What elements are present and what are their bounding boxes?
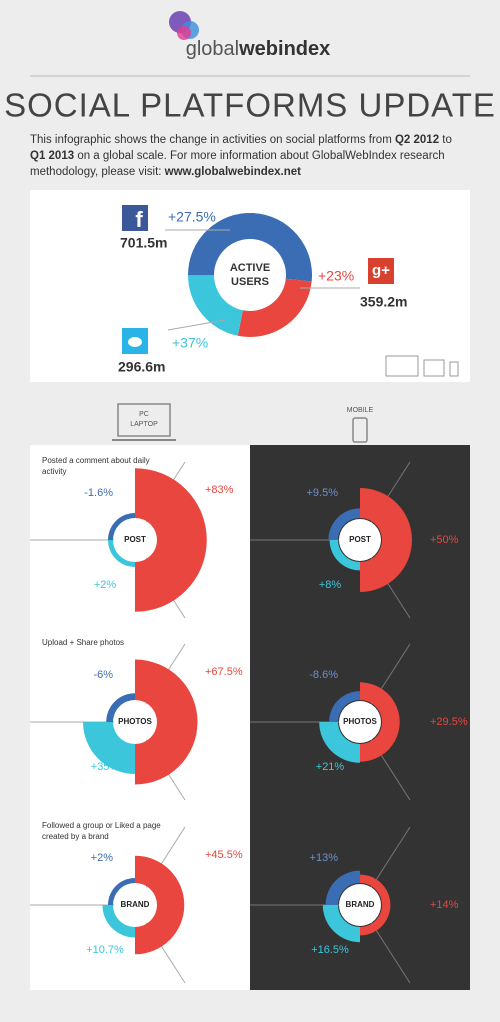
blue-arc (108, 513, 135, 540)
cyan-label: +21% (316, 761, 345, 773)
blue-label: -1.6% (84, 487, 113, 499)
device-label: LAPTOP (130, 421, 158, 428)
laptop-icon (385, 355, 419, 377)
cyan-arc (322, 905, 360, 943)
chart-center (114, 884, 156, 926)
platform-growth: +37% (172, 335, 208, 351)
platform-growth: +27.5% (168, 209, 216, 225)
title: SOCIAL PLATFORMS UPDATE (4, 87, 496, 124)
cyan-arc (83, 722, 135, 774)
intro-bold: Q1 2013 (30, 150, 75, 162)
red-label: +29.5% (430, 716, 468, 728)
cyan-label: +8% (319, 579, 342, 591)
blue-arc (325, 870, 360, 905)
tablet-icon (423, 359, 445, 377)
blue-label: +9.5% (307, 487, 339, 499)
icon-glyph (128, 337, 142, 347)
chart-center (114, 519, 156, 561)
red-arc (135, 855, 185, 955)
blue-arc (106, 693, 135, 722)
chart-center (339, 884, 381, 926)
red-arc (360, 682, 400, 762)
chart-center (114, 701, 156, 743)
red-label: +45.5% (205, 849, 243, 861)
logo-bold: webindex (238, 38, 330, 60)
chart-center (339, 701, 381, 743)
device-label: MOBILE (347, 407, 374, 414)
icon-glyph: g+ (372, 262, 390, 279)
red-label: +83% (205, 484, 234, 496)
blue-label: -6% (93, 669, 113, 681)
platform-users: 359.2m (360, 294, 407, 310)
icon-glyph: f (135, 207, 143, 232)
activity-label: BRAND (346, 900, 375, 909)
activity-label: PHOTOS (343, 717, 377, 726)
activity-label: POST (349, 535, 371, 544)
intro-text: to (439, 134, 452, 146)
logo-light: global (186, 38, 239, 60)
red-arc (360, 874, 391, 936)
cyan-arc (108, 540, 135, 567)
red-arc (360, 488, 412, 592)
connector (167, 319, 226, 331)
device-label: PC (139, 411, 149, 418)
logo: globalwebindex (186, 38, 331, 60)
intro-text: This infographic shows the change in act… (30, 134, 395, 146)
blue-label: +2% (91, 852, 114, 864)
mobile-icon (352, 417, 368, 443)
platform-users: 701.5m (120, 235, 167, 251)
pc-icon (117, 403, 171, 437)
intro-text: on a global scale. For more information … (30, 150, 445, 178)
red-arc (135, 659, 198, 785)
red-arc (135, 468, 207, 612)
facebook-icon (122, 205, 148, 231)
platform-growth: +23% (318, 268, 354, 284)
donut-label: USERS (231, 276, 269, 288)
activity-caption: Followed a group or Liked a page created… (42, 821, 161, 841)
platform-users: 296.6m (118, 359, 165, 375)
activity-caption: Upload + Share photos (42, 638, 125, 647)
activity-label: PHOTOS (118, 717, 152, 726)
users-segment (237, 278, 312, 337)
donut-label: ACTIVE (230, 262, 270, 274)
intro-link: www.globalwebindex.net (164, 166, 301, 178)
logo-circle (177, 26, 191, 40)
cyan-arc (319, 722, 360, 763)
cyan-label: +2% (94, 579, 117, 591)
blue-label: +13% (310, 852, 339, 864)
cyan-arc (102, 905, 135, 938)
phone-icon (449, 361, 459, 377)
intro-bold: Q2 2012 (394, 134, 440, 146)
cyan-arc (329, 540, 360, 571)
cyan-label: +16.5% (311, 944, 349, 956)
red-label: +67.5% (205, 666, 243, 678)
red-label: +14% (430, 899, 459, 911)
blue-arc (328, 508, 360, 540)
activity-label: BRAND (121, 900, 150, 909)
intro: This infographic shows the change in act… (30, 132, 470, 180)
users-segment (188, 275, 243, 336)
red-label: +50% (430, 534, 459, 546)
googleplus-icon (368, 258, 394, 284)
chart-center (339, 519, 381, 561)
cyan-label: +35% (91, 761, 120, 773)
blue-label: -8.6% (309, 669, 338, 681)
cyan-label: +10.7% (86, 944, 124, 956)
blue-arc (108, 878, 135, 905)
activity-caption: Posted a comment about daily activity (42, 456, 150, 476)
blue-arc (329, 691, 360, 722)
donut-center (216, 241, 284, 309)
activity-label: POST (124, 535, 146, 544)
